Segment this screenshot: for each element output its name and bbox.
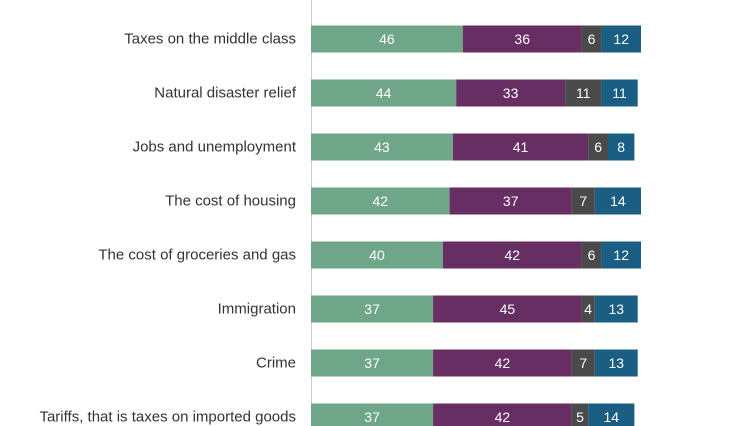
bar-segment xyxy=(311,295,434,323)
bar-segment xyxy=(456,79,566,107)
data-label: 46 xyxy=(379,31,395,47)
bar-segment xyxy=(571,349,595,377)
data-label: 45 xyxy=(500,301,516,317)
category-label: Taxes on the middle class xyxy=(124,31,296,48)
data-label: 41 xyxy=(513,139,529,155)
category-label: Natural disaster relief xyxy=(154,85,297,102)
bar-segment xyxy=(311,25,463,53)
data-label: 14 xyxy=(604,409,620,425)
data-label: 6 xyxy=(588,247,596,263)
data-label: 6 xyxy=(594,139,602,155)
bar-segment xyxy=(601,79,638,107)
bar-segment xyxy=(443,241,582,269)
data-label: 11 xyxy=(612,85,627,101)
data-label: 5 xyxy=(576,409,584,425)
bar-segment xyxy=(452,133,589,161)
bar-segment xyxy=(594,295,638,323)
bar-segment xyxy=(601,241,641,269)
data-label: 37 xyxy=(503,193,519,209)
data-label: 11 xyxy=(576,85,591,101)
bar-segment xyxy=(433,403,572,426)
bar-segment xyxy=(433,295,582,323)
bar-segment xyxy=(601,25,641,53)
data-label: 42 xyxy=(373,193,389,209)
data-label: 4 xyxy=(584,301,592,317)
bar-segment xyxy=(449,187,572,215)
bar-row: Crime 37 42 7 13 xyxy=(256,349,638,377)
data-label: 12 xyxy=(613,31,629,47)
bar-segment xyxy=(311,79,457,107)
data-label: 37 xyxy=(364,301,380,317)
bar-segment xyxy=(581,25,602,53)
data-label: 42 xyxy=(495,355,511,371)
category-label: The cost of groceries and gas xyxy=(98,247,296,264)
bar-segment xyxy=(594,187,641,215)
data-label: 6 xyxy=(588,31,596,47)
category-label: Immigration xyxy=(218,301,296,318)
data-label: 40 xyxy=(369,247,385,263)
bar-segment xyxy=(608,133,635,161)
bar-row: The cost of housing 42 37 7 14 xyxy=(165,187,641,215)
bar-segment xyxy=(311,403,434,426)
data-label: 7 xyxy=(579,355,587,371)
data-label: 13 xyxy=(609,355,625,371)
bar-segment xyxy=(594,349,638,377)
bar-segment xyxy=(311,187,450,215)
bar-segment xyxy=(433,349,572,377)
bar-segment xyxy=(581,295,595,323)
bar-segment xyxy=(571,403,589,426)
bar-row: Jobs and unemployment 43 41 6 8 xyxy=(133,133,635,161)
data-label: 37 xyxy=(364,355,380,371)
bar-row: Taxes on the middle class 46 36 6 12 xyxy=(124,25,641,53)
category-label: Jobs and unemployment xyxy=(133,139,297,156)
bar-segment xyxy=(565,79,602,107)
data-label: 42 xyxy=(495,409,511,425)
bar-row: Natural disaster relief 44 33 11 11 xyxy=(154,79,638,107)
bar-segment xyxy=(311,349,434,377)
data-label: 43 xyxy=(374,139,390,155)
bar-row: The cost of groceries and gas 40 42 6 12 xyxy=(98,241,641,269)
category-label: Crime xyxy=(256,355,296,372)
bar-segment xyxy=(581,241,602,269)
data-label: 7 xyxy=(579,193,587,209)
bar-segment xyxy=(311,241,443,269)
bar-segment xyxy=(588,133,608,161)
bar-segment xyxy=(462,25,582,53)
data-label: 36 xyxy=(514,31,530,47)
data-label: 13 xyxy=(609,301,625,317)
data-label: 42 xyxy=(505,247,521,263)
bar-row: Immigration 37 45 4 13 xyxy=(218,295,638,323)
bar-segment xyxy=(311,133,453,161)
bar-segment xyxy=(571,187,595,215)
data-label: 12 xyxy=(613,247,629,263)
bar-segment xyxy=(588,403,635,426)
data-label: 44 xyxy=(376,85,392,101)
data-label: 8 xyxy=(617,139,625,155)
category-label: The cost of housing xyxy=(165,193,296,210)
data-label: 37 xyxy=(364,409,380,425)
category-label: Tariffs, that is taxes on imported goods xyxy=(39,409,296,426)
data-label: 14 xyxy=(610,193,626,209)
bar-row: Tariffs, that is taxes on imported goods… xyxy=(39,403,635,426)
data-label: 33 xyxy=(503,85,519,101)
